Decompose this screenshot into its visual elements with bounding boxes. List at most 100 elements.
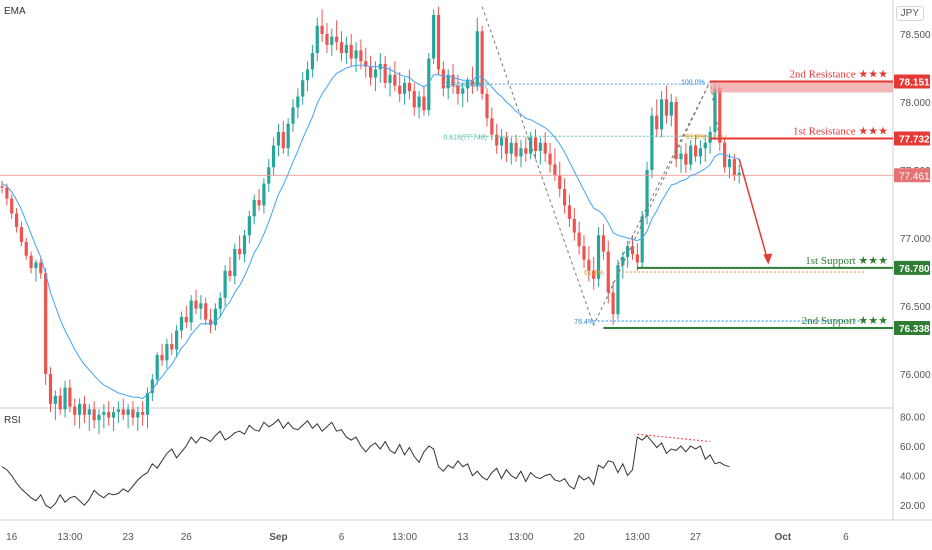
candle-body <box>373 69 378 78</box>
candle-body <box>422 96 426 111</box>
rsi-tick-label: 20.00 <box>900 501 925 512</box>
fib-annotation: 0.618(77.748) <box>443 134 487 141</box>
candle <box>257 189 261 211</box>
candle <box>388 66 392 97</box>
candle-body <box>160 354 164 361</box>
candle-body <box>78 403 82 415</box>
candle-body <box>29 255 33 268</box>
candle-body <box>504 137 508 154</box>
candle <box>499 129 504 160</box>
candle-body <box>39 262 43 274</box>
level-1st-support: 1st Support ★★★ <box>637 255 893 269</box>
candle <box>422 85 426 116</box>
candle <box>475 17 479 92</box>
candle <box>194 289 198 315</box>
x-tick-label: 27 <box>690 532 702 543</box>
candle-body <box>344 44 348 54</box>
candle-body <box>436 14 441 70</box>
candle-body <box>301 80 305 97</box>
candle-body <box>567 205 572 219</box>
y-tick-label: 76.500 <box>900 302 931 313</box>
candle-body <box>233 248 237 277</box>
candle <box>378 53 382 83</box>
candle-body <box>732 159 736 176</box>
candle <box>116 401 120 423</box>
candle <box>330 28 334 56</box>
candle-body <box>558 175 562 190</box>
candle-body <box>281 131 285 149</box>
candle <box>48 367 53 413</box>
candle-body <box>325 34 329 45</box>
candle <box>407 69 411 100</box>
level-label: 1st Resistance ★★★ <box>793 125 888 137</box>
candle <box>160 344 164 366</box>
rsi-indicator-label[interactable]: RSI <box>4 415 21 426</box>
candle <box>660 91 664 138</box>
candle <box>587 246 591 282</box>
x-tick-label: 6 <box>843 532 849 543</box>
candle-body <box>461 88 465 94</box>
candle-body <box>252 199 256 217</box>
candle-body <box>655 115 659 130</box>
candle <box>34 259 38 282</box>
candle-body <box>145 393 150 415</box>
candle <box>601 224 605 260</box>
ema-line <box>1 64 740 400</box>
candle <box>432 9 436 64</box>
candle <box>335 20 339 51</box>
candle <box>650 107 654 179</box>
candle <box>611 281 615 326</box>
candle <box>664 85 669 124</box>
candle <box>402 77 407 105</box>
x-tick-label: 23 <box>123 532 135 543</box>
candle-body <box>693 145 698 157</box>
candle <box>417 91 421 119</box>
analysis-overlays: 0.786(78.131) 0.618(77.748) 100.0% 61.8% 61.… <box>0 6 893 400</box>
candle-body <box>291 107 295 124</box>
candle-body <box>19 227 23 243</box>
pattern-line <box>481 6 711 327</box>
candle-body <box>272 145 276 168</box>
candle <box>276 123 281 157</box>
pattern-line-2 <box>617 80 721 266</box>
candle <box>53 390 57 421</box>
candle-body <box>116 409 120 413</box>
rsi-tick-label: 40.00 <box>900 472 925 483</box>
candle-body <box>485 93 489 119</box>
candle <box>538 137 542 165</box>
candle <box>737 164 741 184</box>
candle-body <box>679 153 683 160</box>
candle-body <box>92 409 96 421</box>
candle <box>155 352 159 385</box>
tag-text: 77.461 <box>899 171 930 182</box>
candle-body <box>650 115 654 170</box>
candle <box>383 55 387 89</box>
tag-text: 76.338 <box>899 324 930 335</box>
ema-indicator-label[interactable]: EMA <box>4 6 26 17</box>
candle <box>150 374 154 402</box>
candle-body <box>34 262 38 268</box>
candle-body <box>645 170 649 217</box>
candle <box>708 126 712 154</box>
candle-body <box>349 44 353 59</box>
candle-body <box>102 412 106 415</box>
candle-body <box>141 412 145 415</box>
candle-body <box>223 270 227 298</box>
candle-body <box>708 131 712 143</box>
tag-text: 77.732 <box>899 134 930 145</box>
candle-body <box>495 134 499 146</box>
candle <box>398 72 402 102</box>
candle <box>596 227 601 287</box>
candle <box>349 34 353 67</box>
candle <box>373 61 378 92</box>
price-axes[interactable]: 78.50078.00077.50077.00076.50076.00078.1… <box>6 30 931 543</box>
candle <box>480 25 484 100</box>
candle-body <box>446 74 450 89</box>
candle-body <box>73 406 77 415</box>
candle <box>640 210 644 268</box>
candle-body <box>228 270 232 277</box>
candle-body <box>179 316 184 331</box>
candle-body <box>218 297 222 309</box>
candle-body <box>480 31 484 94</box>
